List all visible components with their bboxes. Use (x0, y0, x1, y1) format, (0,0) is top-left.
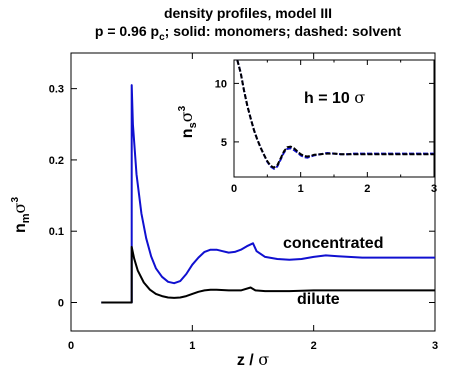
main-x-tick-label: 2 (311, 340, 317, 352)
main-ticks: 0 1 2 3 0 0.1 0.2 0.3 (49, 53, 438, 352)
inset-y-axis-label-sup: 3 (177, 105, 188, 111)
inset-y-tick-label: 10 (215, 78, 227, 90)
title-rest: ; solid: monomers; dashed: solvent (165, 23, 402, 39)
main-plot-frame (70, 52, 436, 332)
chart-title-line2: p = 0.96 pc; solid: monomers; dashed: so… (95, 23, 402, 43)
inset-x-tick-label: 0 (231, 183, 237, 195)
main-series-concentrated (101, 84, 435, 304)
inset-y-tick-label: 5 (221, 137, 227, 149)
inset-annotation-text: h = 10 (304, 90, 354, 107)
inset-plot-frame (233, 59, 435, 178)
main-y-tick-label: 0.2 (49, 155, 64, 167)
x-axis-label-sigma: σ (258, 350, 269, 369)
x-axis-label-text: z / (237, 352, 258, 369)
dilute-label: dilute (297, 291, 340, 308)
y-axis-label-sup: 3 (10, 197, 21, 203)
inset-y-axis-label: nsσ3 (177, 105, 199, 138)
main-y-tick-label: 0.1 (49, 226, 64, 238)
main-x-tick-label: 0 (68, 340, 74, 352)
y-axis-label-sigma: σ (10, 202, 29, 213)
main-y-tick-label: 0.3 (49, 84, 64, 96)
x-axis-label: z / σ (237, 350, 269, 369)
inset-series (236, 59, 434, 170)
main-series-dilute (101, 245, 435, 304)
concentrated-label: concentrated (283, 235, 383, 252)
inset-series-dilute (236, 59, 434, 169)
inset-x-tick-label: 1 (298, 183, 304, 195)
main-y-tick-label: 0 (58, 297, 64, 309)
inset-ticks: 0 1 2 3 5 10 (215, 60, 437, 195)
main-x-tick-label: 3 (432, 340, 438, 352)
title-pressure: p = 0.96 p (95, 23, 159, 39)
main-series (101, 84, 435, 304)
y-axis-label: nmσ3 (10, 197, 32, 233)
inset-y-axis-label-sub: s (187, 122, 199, 128)
inset-annotation: h = 10 σ (304, 88, 365, 107)
title-pressure-sub: c (159, 32, 165, 43)
y-axis-label-sub: m (20, 213, 32, 223)
inset-y-axis-label-n: n (179, 128, 196, 138)
inset-x-tick-label: 2 (364, 183, 370, 195)
inset-annotation-sigma: σ (354, 88, 365, 107)
y-axis-label-n: n (12, 223, 29, 233)
inset-x-tick-label: 3 (431, 183, 437, 195)
inset-y-axis-label-sigma: σ (177, 111, 196, 122)
main-plot: 0 1 2 300.10.20.3 z / σ nmσ3 concentrated d… (10, 52, 438, 369)
main-x-tick-label: 1 (189, 340, 195, 352)
chart-title-line1: density profiles, model III (164, 5, 332, 21)
